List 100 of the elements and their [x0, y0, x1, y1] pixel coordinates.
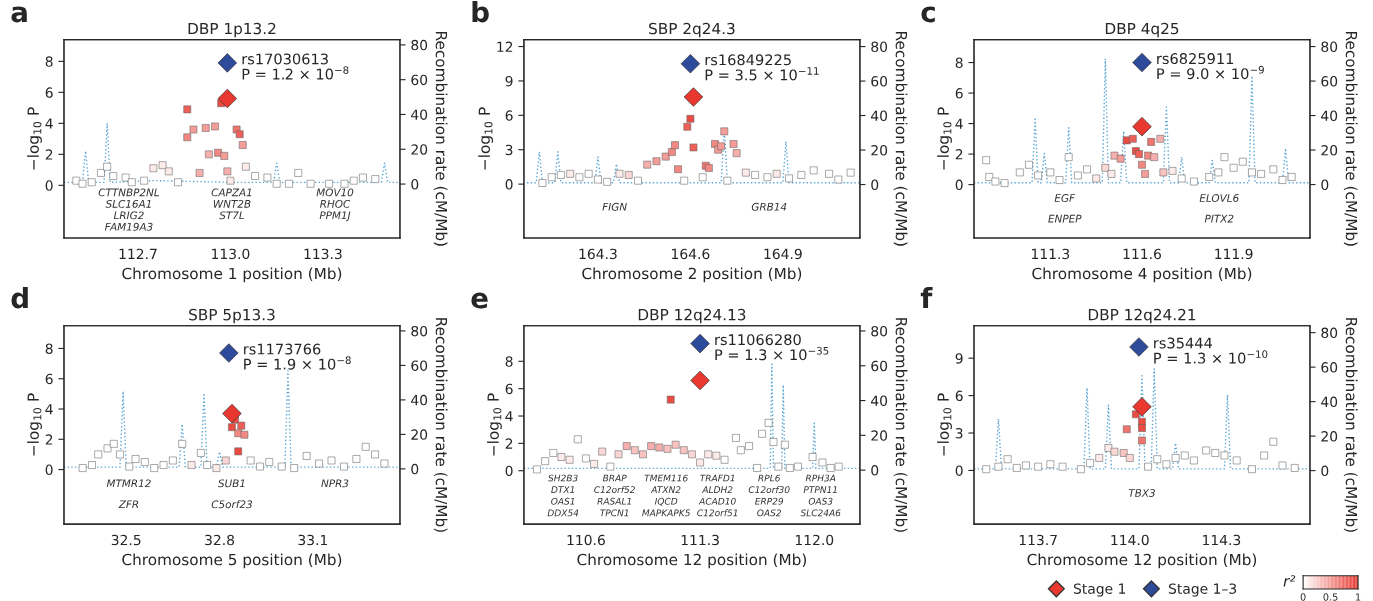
x-axis-title: Chromosome 12 position (Mb)	[577, 553, 806, 569]
y-axis-title: −log$_{10}$ P	[27, 393, 42, 456]
color-bar-label: 0.5	[1323, 593, 1338, 601]
point	[109, 172, 118, 180]
y-tick-label: 8	[955, 57, 963, 69]
y2-tick-label: 80	[1321, 41, 1338, 53]
annotation: MAPKAPK5	[642, 509, 690, 517]
text: d	[11, 286, 28, 309]
y2-tick-label: 0	[1321, 465, 1329, 477]
annotation: SUB1	[218, 479, 245, 488]
point	[238, 141, 247, 149]
y-tick-label: 12	[497, 41, 513, 52]
y2-axis-title: Recombination rate (cM/Mb)	[1343, 32, 1358, 246]
point	[116, 450, 124, 459]
annotation: TRAFD1	[700, 474, 735, 482]
y2-tick-label: 20	[411, 429, 428, 440]
point	[1138, 160, 1146, 169]
point	[729, 140, 738, 148]
point	[1138, 424, 1146, 432]
point	[187, 461, 196, 469]
x-tick-label: 112.7	[119, 248, 157, 259]
y2-tick-label: 80	[871, 41, 888, 53]
y-tick-label: 6	[955, 88, 963, 99]
point	[131, 455, 140, 463]
annotation: TBX3	[1128, 489, 1155, 497]
annotation: OAS1	[551, 497, 575, 505]
point	[1055, 176, 1064, 184]
annotation: FIGN	[602, 202, 627, 211]
x-tick-label: 111.3	[1032, 248, 1070, 260]
x-tick-label: 113.3	[304, 248, 342, 260]
y-tick-label: 0	[955, 465, 963, 476]
point	[340, 462, 348, 471]
annotation: LRIG2	[113, 211, 144, 220]
point	[285, 179, 293, 188]
y2-tick-label: 20	[871, 145, 888, 156]
y2-tick-label: 60	[871, 76, 888, 87]
y-tick-label: 3	[955, 427, 963, 439]
x-tick-label: 111.9	[1215, 248, 1253, 260]
point	[985, 173, 994, 181]
annotation: EGF	[1054, 194, 1076, 202]
annotation: DTX1	[551, 486, 574, 493]
y2-axis-title: Recombination rate (cM/Mb)	[893, 318, 908, 532]
annotation: OAS2	[757, 509, 782, 517]
annotation: C5orf23	[211, 500, 253, 509]
point	[1129, 337, 1149, 357]
y-tick-label: 0	[45, 180, 53, 191]
x-axis-title: Chromosome 12 position (Mb)	[1027, 553, 1257, 569]
point	[826, 464, 835, 472]
x-axis-title: Chromosome 1 position (Mb)	[122, 267, 342, 283]
annotation: ENPEP	[1048, 214, 1082, 223]
point	[671, 141, 679, 149]
point	[769, 438, 778, 446]
point	[1278, 176, 1287, 184]
annotation: ATXN2	[650, 486, 681, 493]
y2-axis-title: Recombination rate (cM/Mb)	[1343, 318, 1358, 532]
annotation: OAS3	[808, 497, 833, 505]
text: a	[11, 6, 27, 23]
annotation: CTTNBP2NL	[98, 188, 160, 197]
annotation: FAM19A3	[104, 222, 153, 231]
point	[211, 122, 219, 131]
legend-label: Stage 1	[1073, 583, 1126, 597]
y-tick-label: 9	[955, 353, 963, 364]
x-tick-label: 164.6	[672, 248, 710, 260]
y2-tick-label: 20	[871, 430, 888, 441]
y-tick-label: 6	[505, 110, 513, 121]
annotation: SH2B3	[548, 474, 578, 482]
annotation: C12orf30	[748, 486, 790, 494]
point	[359, 173, 367, 182]
annotation: PTPN11	[803, 486, 837, 493]
y-tick-label: 4	[505, 411, 513, 422]
point	[1083, 165, 1091, 174]
x-tick-label: 113.0	[212, 248, 250, 260]
y2-tick-label: 0	[871, 465, 879, 476]
y2-axis-title: Recombination rate (cM/Mb)	[433, 318, 448, 532]
x-tick-label: 111.3	[681, 534, 719, 546]
chart-title: DBP 12q24.13	[638, 308, 746, 324]
annotation: SLC16A1	[105, 199, 151, 208]
y2-tick-label: 0	[411, 179, 419, 190]
point	[174, 178, 182, 187]
annotation: ZFR	[118, 500, 139, 509]
chart-title: DBP 1p13.2	[188, 22, 276, 38]
y2-tick-label: 40	[1321, 396, 1338, 408]
y-tick-label: 0	[45, 464, 53, 476]
annotation: NPR3	[321, 479, 349, 488]
annotation: rs16849225 P = 3.5 × 10$^{−11}$	[705, 54, 819, 81]
y2-tick-label: 40	[871, 110, 888, 122]
y-axis-title: −log$_{10}$ P	[478, 107, 494, 170]
y2-tick-label: 60	[411, 74, 428, 86]
annotation: MTMR12	[106, 479, 151, 488]
y2-tick-label: 40	[1321, 110, 1338, 122]
point	[538, 179, 547, 187]
point	[1125, 454, 1134, 462]
annotation: ERP29	[754, 497, 784, 505]
color-bar-label: 0	[1300, 593, 1306, 601]
x-axis-title: Chromosome 4 position (Mb)	[1032, 267, 1252, 283]
point	[1025, 160, 1033, 169]
x-tick-label: 113.7	[1019, 534, 1057, 546]
point	[668, 148, 676, 156]
y-tick-label: 8	[45, 343, 53, 354]
annotation: MOV10	[316, 188, 354, 197]
